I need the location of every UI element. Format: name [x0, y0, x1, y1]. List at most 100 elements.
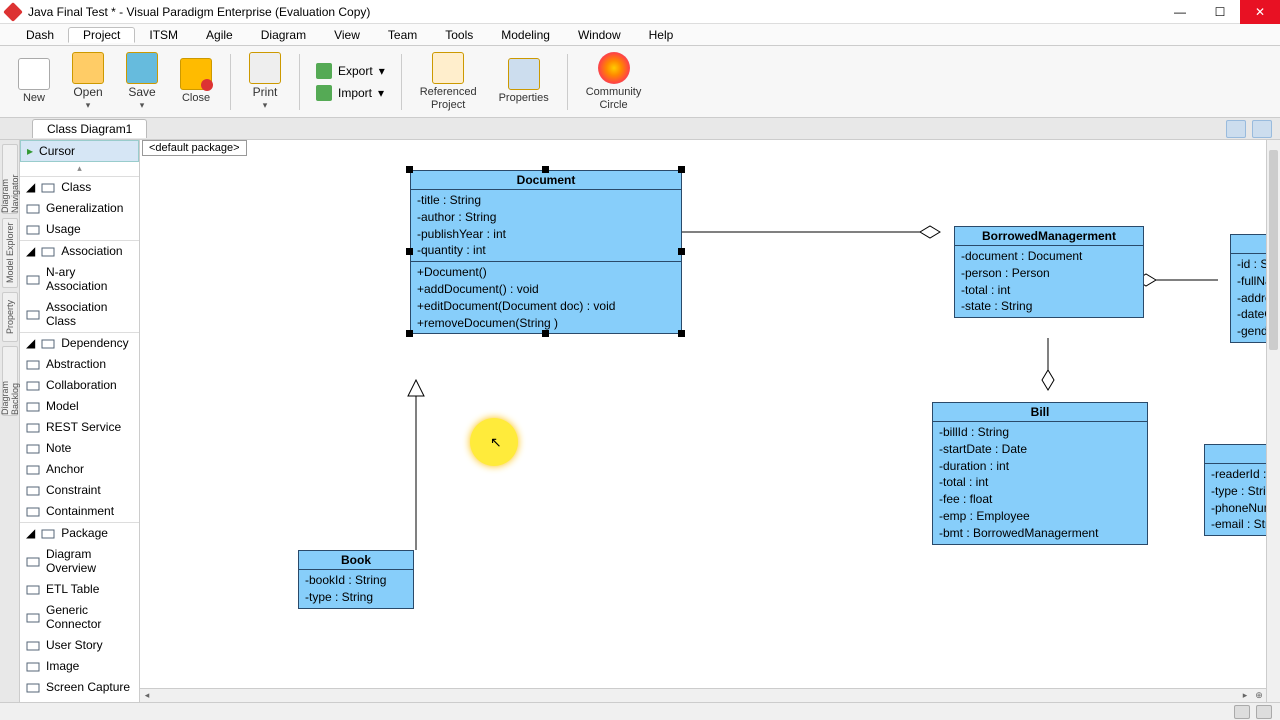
attribute: -bookId : String [305, 572, 407, 589]
main-area: Diagram Navigator Model Explorer Propert… [0, 140, 1280, 702]
selection-handle[interactable] [406, 166, 413, 173]
package-breadcrumb[interactable]: <default package> [142, 140, 247, 156]
palette-constraint[interactable]: Constraint [20, 480, 139, 501]
open-button[interactable]: Open▾ [62, 48, 114, 116]
scroll-right[interactable]: ▸ [1238, 690, 1252, 701]
menu-itsm[interactable]: ITSM [135, 28, 192, 42]
horizontal-scrollbar[interactable]: ◂ ▸ ⊕ [140, 688, 1266, 702]
attribute: -emp : Employee [939, 508, 1141, 525]
toolbar-icon-2[interactable] [1252, 120, 1272, 138]
operation: +editDocument(Document doc) : void [417, 298, 675, 315]
palette-user-story[interactable]: User Story [20, 635, 139, 656]
import-button[interactable]: Import ▾ [308, 83, 393, 103]
vertical-tabs: Diagram Navigator Model Explorer Propert… [0, 140, 20, 702]
ribbon: New Open▾ Save▾ Close Print▾ Export ▾ Im… [0, 46, 1280, 118]
community-circle-button[interactable]: Community Circle [576, 48, 652, 116]
menu-modeling[interactable]: Modeling [487, 28, 564, 42]
selection-handle[interactable] [406, 330, 413, 337]
menu-tools[interactable]: Tools [431, 28, 487, 42]
save-button[interactable]: Save▾ [116, 48, 168, 116]
palette-collaboration[interactable]: Collaboration [20, 375, 139, 396]
diagram-canvas[interactable]: <default package> ↖ Document-titl [140, 140, 1280, 702]
palette-collapse[interactable]: ▴ [20, 162, 139, 176]
palette-generic-connector[interactable]: Generic Connector [20, 600, 139, 635]
export-icon [316, 63, 332, 79]
palette-diagram-overview[interactable]: Diagram Overview [20, 544, 139, 579]
attribute: -total : int [961, 282, 1137, 299]
print-button[interactable]: Print▾ [239, 48, 291, 116]
menu-agile[interactable]: Agile [192, 28, 247, 42]
menu-team[interactable]: Team [374, 28, 431, 42]
referenced-project-button[interactable]: Referenced Project [410, 48, 487, 116]
class-name: Document [411, 171, 681, 190]
selection-handle[interactable] [542, 330, 549, 337]
minimize-button[interactable]: — [1160, 0, 1200, 24]
properties-button[interactable]: Properties [489, 48, 559, 116]
palette-package[interactable]: ◢Package [20, 522, 139, 544]
vtab-model-explorer[interactable]: Model Explorer [2, 218, 18, 288]
attribute: -quantity : int [417, 242, 675, 259]
export-button[interactable]: Export ▾ [308, 61, 393, 81]
window-title: Java Final Test * - Visual Paradigm Ente… [28, 5, 1160, 19]
status-icon-2[interactable] [1256, 705, 1272, 719]
attribute: -publishYear : int [417, 226, 675, 243]
vtab-diagram-backlog[interactable]: Diagram Backlog [2, 346, 18, 416]
app-logo [3, 2, 23, 22]
menu-dash[interactable]: Dash [12, 28, 68, 42]
palette-screen-capture[interactable]: Screen Capture [20, 677, 139, 698]
scroll-left[interactable]: ◂ [140, 690, 154, 701]
mouse-cursor-icon: ↖ [490, 434, 502, 451]
selection-handle[interactable] [542, 166, 549, 173]
maximize-button[interactable]: ☐ [1200, 0, 1240, 24]
palette-etl-table[interactable]: ETL Table [20, 579, 139, 600]
class-book[interactable]: Book-bookId : String-type : String [298, 550, 414, 609]
diagram-tab[interactable]: Class Diagram1 [32, 119, 147, 138]
palette-generalization[interactable]: Generalization [20, 198, 139, 219]
selection-handle[interactable] [678, 248, 685, 255]
palette-rest-service[interactable]: REST Service [20, 417, 139, 438]
selection-handle[interactable] [678, 166, 685, 173]
close-button[interactable]: ✕ [1240, 0, 1280, 24]
menu-help[interactable]: Help [635, 28, 688, 42]
document-tab-bar: Class Diagram1 [0, 118, 1280, 140]
palette-model[interactable]: Model [20, 396, 139, 417]
palette-class[interactable]: ◢Class [20, 176, 139, 198]
vertical-scrollbar[interactable] [1266, 140, 1280, 702]
palette-containment[interactable]: Containment [20, 501, 139, 522]
selection-handle[interactable] [678, 330, 685, 337]
attribute: -person : Person [961, 265, 1137, 282]
palette-anchor[interactable]: Anchor [20, 459, 139, 480]
palette-note[interactable]: Note [20, 438, 139, 459]
menu-view[interactable]: View [320, 28, 374, 42]
vtab-property[interactable]: Property [2, 292, 18, 342]
menu-project[interactable]: Project [68, 27, 135, 43]
palette-dependency[interactable]: ◢Dependency [20, 332, 139, 354]
toolbar-icon-1[interactable] [1226, 120, 1246, 138]
close-project-button[interactable]: Close [170, 48, 222, 116]
status-icon-1[interactable] [1234, 705, 1250, 719]
menu-diagram[interactable]: Diagram [247, 28, 320, 42]
attribute: -fee : float [939, 491, 1141, 508]
selection-handle[interactable] [406, 248, 413, 255]
palette-usage[interactable]: Usage [20, 219, 139, 240]
palette-abstraction[interactable]: Abstraction [20, 354, 139, 375]
palette-n-ary-association[interactable]: N-ary Association [20, 262, 139, 297]
attribute: -document : Document [961, 248, 1137, 265]
class-borrowed[interactable]: BorrowedManagerment-document : Document-… [954, 226, 1144, 318]
palette-image[interactable]: Image [20, 656, 139, 677]
palette-cursor[interactable]: ▸Cursor [20, 140, 139, 162]
resize-grip-icon[interactable]: ⊕ [1252, 690, 1266, 701]
attribute: -type : String [305, 589, 407, 606]
palette-association[interactable]: ◢Association [20, 240, 139, 262]
operation: +removeDocumen(String ) [417, 315, 675, 332]
attribute: -duration : int [939, 458, 1141, 475]
class-document[interactable]: Document-title : String-author : String-… [410, 170, 682, 334]
menu-bar: Dash Project ITSM Agile Diagram View Tea… [0, 24, 1280, 46]
operation: +Document() [417, 264, 675, 281]
attribute: -author : String [417, 209, 675, 226]
palette-association-class[interactable]: Association Class [20, 297, 139, 332]
vtab-diagram-navigator[interactable]: Diagram Navigator [2, 144, 18, 214]
class-bill[interactable]: Bill-billId : String-startDate : Date-du… [932, 402, 1148, 545]
new-button[interactable]: New [8, 48, 60, 116]
menu-window[interactable]: Window [564, 28, 635, 42]
